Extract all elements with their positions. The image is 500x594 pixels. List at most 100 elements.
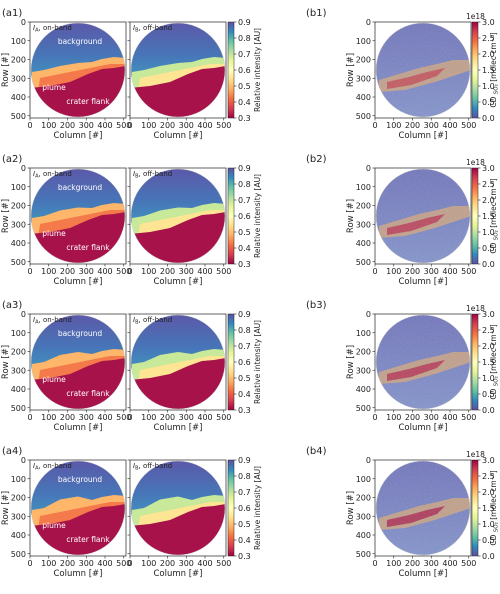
intensity-disk xyxy=(131,169,225,263)
colorbar-tick-label: 0.3 xyxy=(238,260,251,269)
x-tick-label: 100 xyxy=(41,267,56,276)
colorbar xyxy=(471,167,479,265)
x-tick-label: 300 xyxy=(424,121,439,130)
x-tick-label: 500 xyxy=(216,413,231,422)
noise-texture xyxy=(376,461,470,555)
x-axis-label: Column [#] xyxy=(398,131,447,141)
crater-flank xyxy=(31,504,125,555)
x-axis-label: Column [#] xyxy=(398,277,447,287)
y-tick-label: 200 xyxy=(356,56,371,65)
colorbar-tick-label: 0.0 xyxy=(482,552,495,561)
x-tick-label: 400 xyxy=(442,267,457,276)
colorbar-tick-label: 1.0 xyxy=(482,520,495,529)
x-tick-label: 500 xyxy=(461,267,476,276)
y-tick-label: 100 xyxy=(356,475,371,484)
y-tick-label: 0 xyxy=(366,456,371,465)
axes-frame xyxy=(129,167,227,265)
panel-letter-b: (b4) xyxy=(306,446,327,457)
x-axis-label: Column [#] xyxy=(153,569,202,579)
axes-frame xyxy=(374,21,472,119)
y-tick-label: 200 xyxy=(11,348,26,357)
colorbar-tick-label: 0.7 xyxy=(238,342,251,351)
colorbar-tick-label: 0.8 xyxy=(238,326,251,335)
colorbar xyxy=(471,459,479,557)
cd-disk xyxy=(376,23,470,117)
colorbar xyxy=(471,21,479,119)
x-tick-label: 500 xyxy=(116,121,131,130)
colorbar-tick-label: 0.5 xyxy=(482,390,495,399)
x-tick-label: 200 xyxy=(160,121,175,130)
panel-letter-a: (a2) xyxy=(2,154,22,165)
x-tick-label: 0 xyxy=(372,559,377,568)
disk-edge xyxy=(130,314,226,410)
x-tick-label: 0 xyxy=(27,413,32,422)
disk-edge xyxy=(130,22,226,118)
colorbar-tick-label: 3.0 xyxy=(482,164,495,173)
axes-frame xyxy=(29,459,127,557)
colorbar-tick-label: 0.7 xyxy=(238,50,251,59)
colorbar-tick-label: 1.0 xyxy=(482,374,495,383)
noise-texture xyxy=(376,23,470,117)
x-axis-label: Column [#] xyxy=(53,131,102,141)
colorbar xyxy=(227,313,235,411)
x-tick-label: 100 xyxy=(141,267,156,276)
y-axis-label: Row [#] xyxy=(346,199,356,233)
x-tick-label: 100 xyxy=(386,267,401,276)
intensity-disk xyxy=(31,461,125,555)
x-tick-label: 400 xyxy=(97,267,112,276)
x-tick-label: 300 xyxy=(179,121,194,130)
y-axis-label: Row [#] xyxy=(346,491,356,525)
colorbar-tick-label: 1.5 xyxy=(482,358,495,367)
y-tick-label: 400 xyxy=(11,531,26,540)
panel-letter-b: (b1) xyxy=(306,8,327,19)
x-tick-label: 0 xyxy=(372,121,377,130)
cd-disk xyxy=(376,315,470,409)
annotation-background: background xyxy=(58,183,103,192)
y-tick-label: 100 xyxy=(11,475,26,484)
y-tick-label: 200 xyxy=(356,494,371,503)
x-axis-label: Column [#] xyxy=(398,423,447,433)
disk-edge xyxy=(30,168,126,264)
y-axis-label: Row [#] xyxy=(346,345,356,379)
x-tick-label: 500 xyxy=(216,559,231,568)
colorbar-tick-label: 0.9 xyxy=(238,456,251,465)
x-tick-label: 500 xyxy=(116,267,131,276)
x-tick-label: 100 xyxy=(41,559,56,568)
annotation-background: background xyxy=(58,329,103,338)
colorbar-tick-label: 0.5 xyxy=(238,82,251,91)
x-tick-label: 100 xyxy=(386,559,401,568)
intensity-disk xyxy=(31,23,125,117)
axes-frame xyxy=(374,167,472,265)
cd-disk xyxy=(376,461,470,555)
x-tick-label: 400 xyxy=(197,121,212,130)
colorbar xyxy=(471,313,479,411)
colorbar-tick-label: 0.4 xyxy=(238,244,251,253)
annotation-background: background xyxy=(58,37,103,46)
axes-frame xyxy=(29,21,127,119)
x-tick-label: 400 xyxy=(197,267,212,276)
y-tick-label: 0 xyxy=(21,164,26,173)
annotation-background: background xyxy=(58,475,103,484)
panel-title-off: IB, off-band xyxy=(133,462,172,472)
x-tick-label: 200 xyxy=(160,413,175,422)
x-tick-label: 0 xyxy=(27,121,32,130)
disk-edge xyxy=(375,22,471,118)
disk-edge xyxy=(30,22,126,118)
colorbar-tick-label: 0.5 xyxy=(482,244,495,253)
panel-title-on: IA, on-band xyxy=(33,462,72,472)
x-tick-label: 300 xyxy=(79,559,94,568)
colorbar-tick-label: 1.0 xyxy=(482,82,495,91)
panel-title-off: IB, off-band xyxy=(133,170,172,180)
x-tick-label: 100 xyxy=(141,413,156,422)
colorbar-tick-label: 2.5 xyxy=(482,326,495,335)
x-tick-label: 300 xyxy=(179,413,194,422)
crater-flank xyxy=(31,212,125,263)
x-tick-label: 0 xyxy=(372,267,377,276)
colorbar-tick-label: 0.4 xyxy=(238,98,251,107)
x-tick-label: 200 xyxy=(160,559,175,568)
axes-frame xyxy=(129,459,227,557)
panel-title-on: IA, on-band xyxy=(33,316,72,326)
